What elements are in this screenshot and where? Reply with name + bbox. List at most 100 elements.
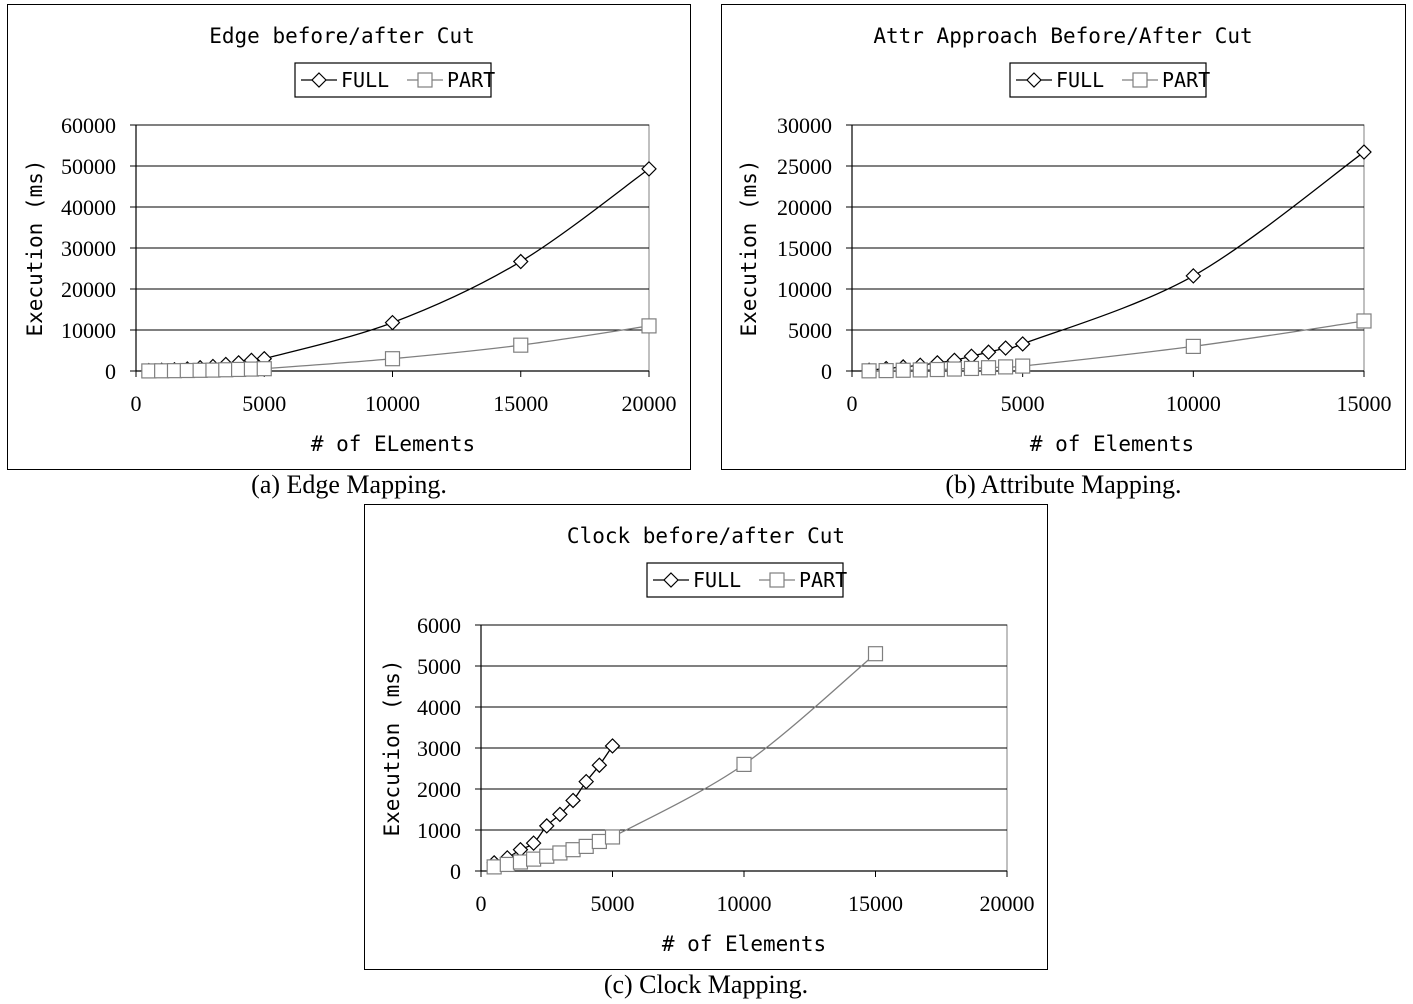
y-tick-label: 5000 — [788, 318, 832, 343]
chart-svg-attribute: Attr Approach Before/After Cut FULL PART 0 5… — [737, 24, 1392, 456]
data-point-part — [878, 362, 894, 379]
legend-label-full: FULL — [1056, 68, 1104, 92]
data-point-part — [946, 361, 962, 377]
data-point-part — [929, 361, 945, 378]
y-tick-label: 0 — [821, 359, 832, 384]
y-tick-label: 15000 — [777, 236, 832, 261]
legend-marker-full — [1026, 72, 1042, 88]
chart-svg-edge: Edge before/after Cut FULL PART 0 10000 20000… — [23, 24, 677, 456]
caption-attribute-mapping: (b) Attribute Mapping. — [945, 470, 1182, 499]
data-point-full — [384, 314, 401, 331]
data-point-part — [578, 838, 594, 854]
data-point-part — [526, 851, 542, 867]
legend-marker-full — [311, 72, 327, 88]
data-point-part — [1185, 338, 1201, 354]
legend-marker-part — [417, 72, 433, 88]
data-point-part — [141, 363, 157, 379]
y-tick-label: 3000 — [417, 736, 461, 761]
data-point-part — [218, 362, 234, 378]
data-point-part — [512, 854, 529, 870]
data-point-part — [154, 363, 170, 379]
data-point-part — [486, 859, 502, 875]
series-line-part — [494, 653, 876, 868]
y-axis-label: Execution (ms) — [737, 159, 761, 336]
data-point-part — [513, 337, 529, 353]
data-point-part — [980, 360, 997, 376]
x-tick-label: 0 — [476, 891, 487, 916]
legend: FULL PART — [294, 62, 495, 98]
chart-title: Attr Approach Before/After Cut — [873, 24, 1252, 48]
legend-marker-part — [769, 572, 785, 588]
chart-panel-edge: Edge before/after Cut FULL PART 0 10000 20000… — [7, 4, 691, 470]
x-tick-label: 5000 — [1001, 391, 1045, 416]
data-point-full — [525, 835, 542, 851]
y-tick-label: 0 — [105, 359, 116, 384]
data-point-full — [578, 773, 595, 790]
legend-label-part: PART — [1162, 68, 1210, 92]
caption-edge-mapping: (a) Edge Mapping. — [251, 470, 447, 499]
x-tick-label: 15000 — [1337, 391, 1392, 416]
y-axis-label: Execution (ms) — [23, 159, 47, 336]
y-tick-label: 25000 — [777, 154, 832, 179]
x-tick-label: 20000 — [980, 891, 1035, 916]
x-tick-label: 5000 — [242, 391, 286, 416]
data-point-full — [538, 818, 555, 834]
y-tick-label: 1000 — [417, 818, 461, 843]
data-point-part — [1015, 358, 1031, 374]
data-point-part — [998, 359, 1014, 375]
data-point-full — [1356, 144, 1372, 160]
x-tick-label: 0 — [847, 391, 858, 416]
y-tick-label: 10000 — [61, 318, 116, 343]
data-point-part — [591, 833, 607, 850]
data-point-full — [641, 161, 657, 177]
series-full — [140, 161, 657, 379]
data-point-part — [861, 363, 877, 379]
y-tick-label: 0 — [450, 859, 461, 884]
y-tick-label: 40000 — [61, 195, 116, 220]
data-point-full — [1185, 268, 1202, 284]
chart-panel-clock: Clock before/after Cut FULL PART 0 1000 2000 3… — [364, 504, 1048, 970]
data-point-part — [1356, 313, 1372, 329]
data-point-full — [591, 757, 608, 774]
series-part — [861, 313, 1372, 379]
data-point-part — [256, 361, 272, 377]
series-line-full — [869, 151, 1365, 371]
data-point-part — [166, 363, 183, 379]
legend-label-full: FULL — [341, 68, 389, 92]
chart-svg-clock: Clock before/after Cut FULL PART 0 1000 2000 3… — [380, 524, 1035, 956]
series-full — [861, 144, 1372, 379]
legend: FULL PART — [1009, 62, 1210, 98]
legend-label-part: PART — [799, 568, 847, 592]
legend-label-full: FULL — [693, 568, 741, 592]
x-tick-label: 20000 — [622, 391, 677, 416]
data-point-part — [736, 756, 752, 772]
data-point-part — [895, 362, 911, 378]
data-point-part — [552, 845, 568, 861]
chart-title: Edge before/after Cut — [209, 24, 475, 48]
data-point-part — [499, 856, 515, 873]
series-line-full — [148, 168, 650, 372]
data-point-part — [867, 646, 884, 662]
x-axis-label: # of Elements — [662, 932, 826, 956]
y-tick-label: 5000 — [417, 654, 461, 679]
x-axis-label: # of Elements — [1030, 432, 1194, 456]
data-point-full — [552, 806, 568, 823]
x-tick-label: 10000 — [1166, 391, 1221, 416]
data-point-full — [565, 792, 581, 809]
caption-clock-mapping: (c) Clock Mapping. — [603, 970, 809, 999]
x-axis-label: # of ELements — [311, 432, 475, 456]
legend: FULL PART — [646, 562, 847, 598]
y-tick-label: 30000 — [61, 236, 116, 261]
data-point-part — [179, 362, 195, 379]
data-point-full — [604, 738, 621, 754]
y-tick-label: 30000 — [777, 113, 832, 138]
y-tick-label: 20000 — [61, 277, 116, 302]
y-tick-label: 50000 — [61, 154, 116, 179]
x-tick-label: 15000 — [848, 891, 903, 916]
data-point-full — [1014, 336, 1031, 352]
x-tick-label: 5000 — [591, 891, 635, 916]
data-point-full — [997, 340, 1014, 356]
series-line-full — [493, 745, 614, 864]
data-point-part — [192, 362, 208, 378]
series-part — [486, 646, 884, 875]
